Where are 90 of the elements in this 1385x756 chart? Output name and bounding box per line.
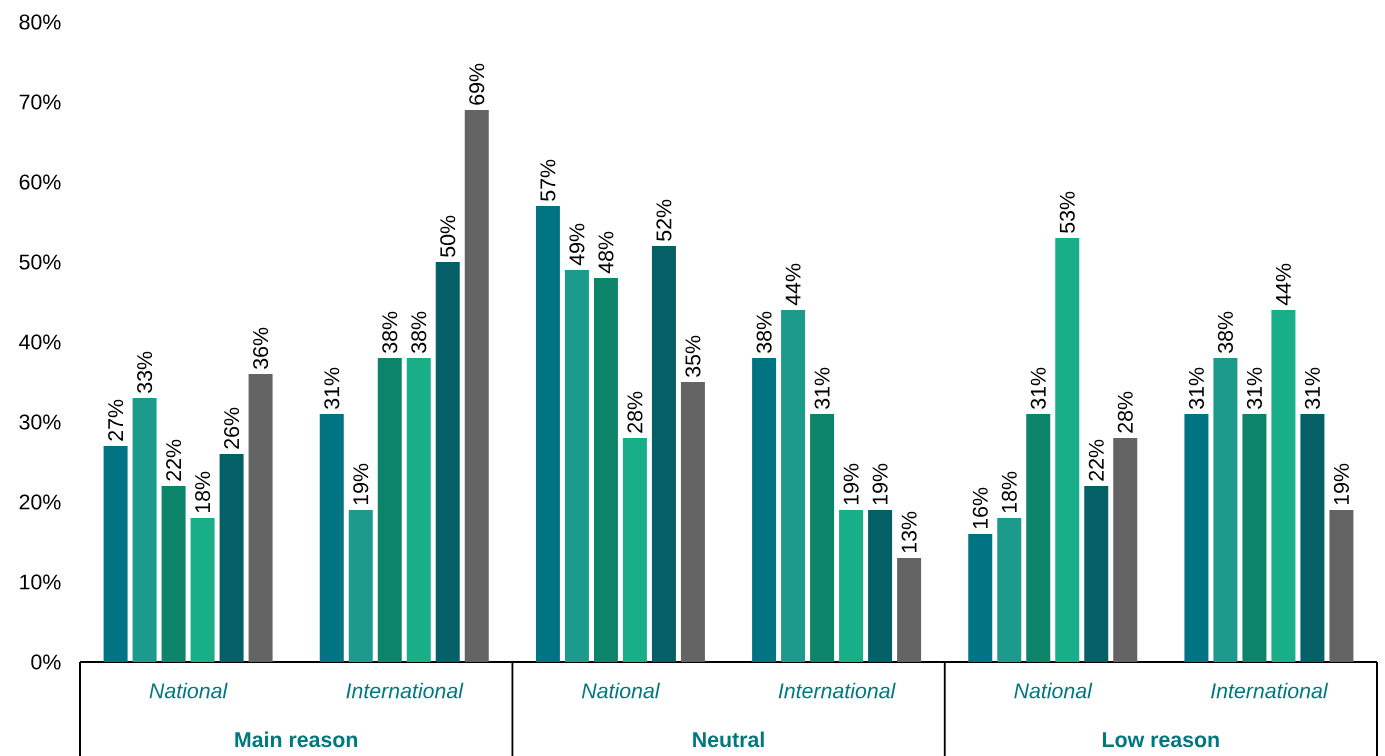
bar — [1300, 413, 1325, 662]
data-label: 38% — [1217, 311, 1233, 353]
bar — [810, 413, 835, 662]
y-tick-label: 30% — [19, 414, 61, 430]
bar — [593, 277, 618, 662]
data-label: 53% — [1059, 191, 1075, 233]
bar — [103, 445, 128, 662]
x-tick-label: National — [1014, 682, 1093, 699]
text: Low reason — [1102, 732, 1219, 748]
bar — [132, 397, 157, 662]
data-label: 38% — [756, 311, 772, 353]
data-label: 69% — [469, 63, 485, 105]
y-tick-label: 20% — [19, 494, 61, 510]
data-label: 28% — [1117, 391, 1133, 433]
bar — [781, 309, 806, 662]
bar — [1329, 509, 1354, 662]
bar — [190, 517, 215, 662]
y-tick-label: 40% — [19, 334, 61, 350]
data-label: 19% — [353, 463, 369, 505]
data-label: 31% — [1188, 367, 1204, 409]
bar — [219, 453, 244, 662]
data-label: 31% — [1304, 367, 1320, 409]
data-label: 31% — [324, 367, 340, 409]
bar — [564, 269, 589, 662]
data-label: 36% — [253, 327, 269, 369]
bar — [997, 517, 1022, 662]
data-label: 31% — [1246, 367, 1262, 409]
x-tick-label: National — [581, 682, 661, 699]
bar — [1242, 413, 1267, 662]
data-label: 31% — [814, 367, 830, 409]
bar — [319, 413, 344, 662]
bar — [161, 485, 186, 662]
bar — [839, 509, 864, 662]
data-label: 50% — [440, 215, 456, 257]
data-label: 38% — [411, 311, 427, 353]
bar — [1213, 357, 1238, 662]
bar — [435, 261, 460, 662]
data-label: 35% — [685, 335, 701, 377]
y-tick-label: 70% — [19, 94, 61, 110]
bar — [348, 509, 373, 662]
bar — [651, 245, 676, 662]
bar — [752, 357, 777, 662]
data-label: 26% — [224, 407, 240, 449]
bar — [968, 533, 993, 662]
x-tick-label: International — [1211, 682, 1329, 699]
bar — [1271, 309, 1296, 662]
text: Main reason — [235, 731, 358, 748]
y-tick-label: 50% — [19, 254, 61, 270]
data-label: 13% — [901, 511, 917, 553]
bar — [535, 206, 560, 662]
bar — [248, 373, 273, 662]
y-tick-label: 80% — [19, 14, 61, 30]
bar — [1026, 413, 1051, 662]
data-label: 27% — [108, 399, 124, 441]
data-label: 22% — [1088, 439, 1104, 481]
data-label: 57% — [540, 159, 556, 201]
data-label: 22% — [166, 439, 182, 481]
data-label: 44% — [785, 263, 801, 306]
bar — [406, 357, 431, 662]
y-tick-label: 10% — [20, 574, 61, 590]
data-label: 18% — [1001, 471, 1017, 513]
text: Neutral — [693, 731, 764, 748]
bar — [1184, 413, 1209, 662]
data-label: 19% — [872, 463, 888, 505]
x-tick-label: National — [149, 682, 228, 699]
data-label: 18% — [195, 471, 211, 513]
data-label: 38% — [382, 311, 398, 353]
x-tick-label: International — [778, 682, 896, 699]
data-label: 28% — [627, 391, 643, 433]
bar — [1055, 237, 1080, 662]
y-tick-label: 60% — [19, 174, 61, 190]
bar — [464, 110, 489, 662]
x-tick-label: International — [346, 682, 464, 699]
bar — [1113, 437, 1138, 662]
data-label: 31% — [1030, 367, 1046, 409]
bar — [1084, 485, 1109, 662]
data-label: 52% — [656, 199, 672, 241]
data-label: 48% — [598, 231, 614, 274]
y-tick-label: 0% — [31, 654, 61, 670]
data-label: 49% — [569, 223, 585, 266]
data-label: 16% — [972, 487, 988, 529]
bar — [868, 509, 893, 662]
data-label: 33% — [137, 351, 153, 393]
bar — [622, 437, 647, 662]
bar — [680, 381, 705, 662]
data-label: 44% — [1275, 263, 1291, 306]
bar — [377, 357, 402, 662]
data-label: 19% — [843, 463, 859, 505]
data-label: 19% — [1333, 463, 1349, 505]
bar — [897, 557, 922, 662]
